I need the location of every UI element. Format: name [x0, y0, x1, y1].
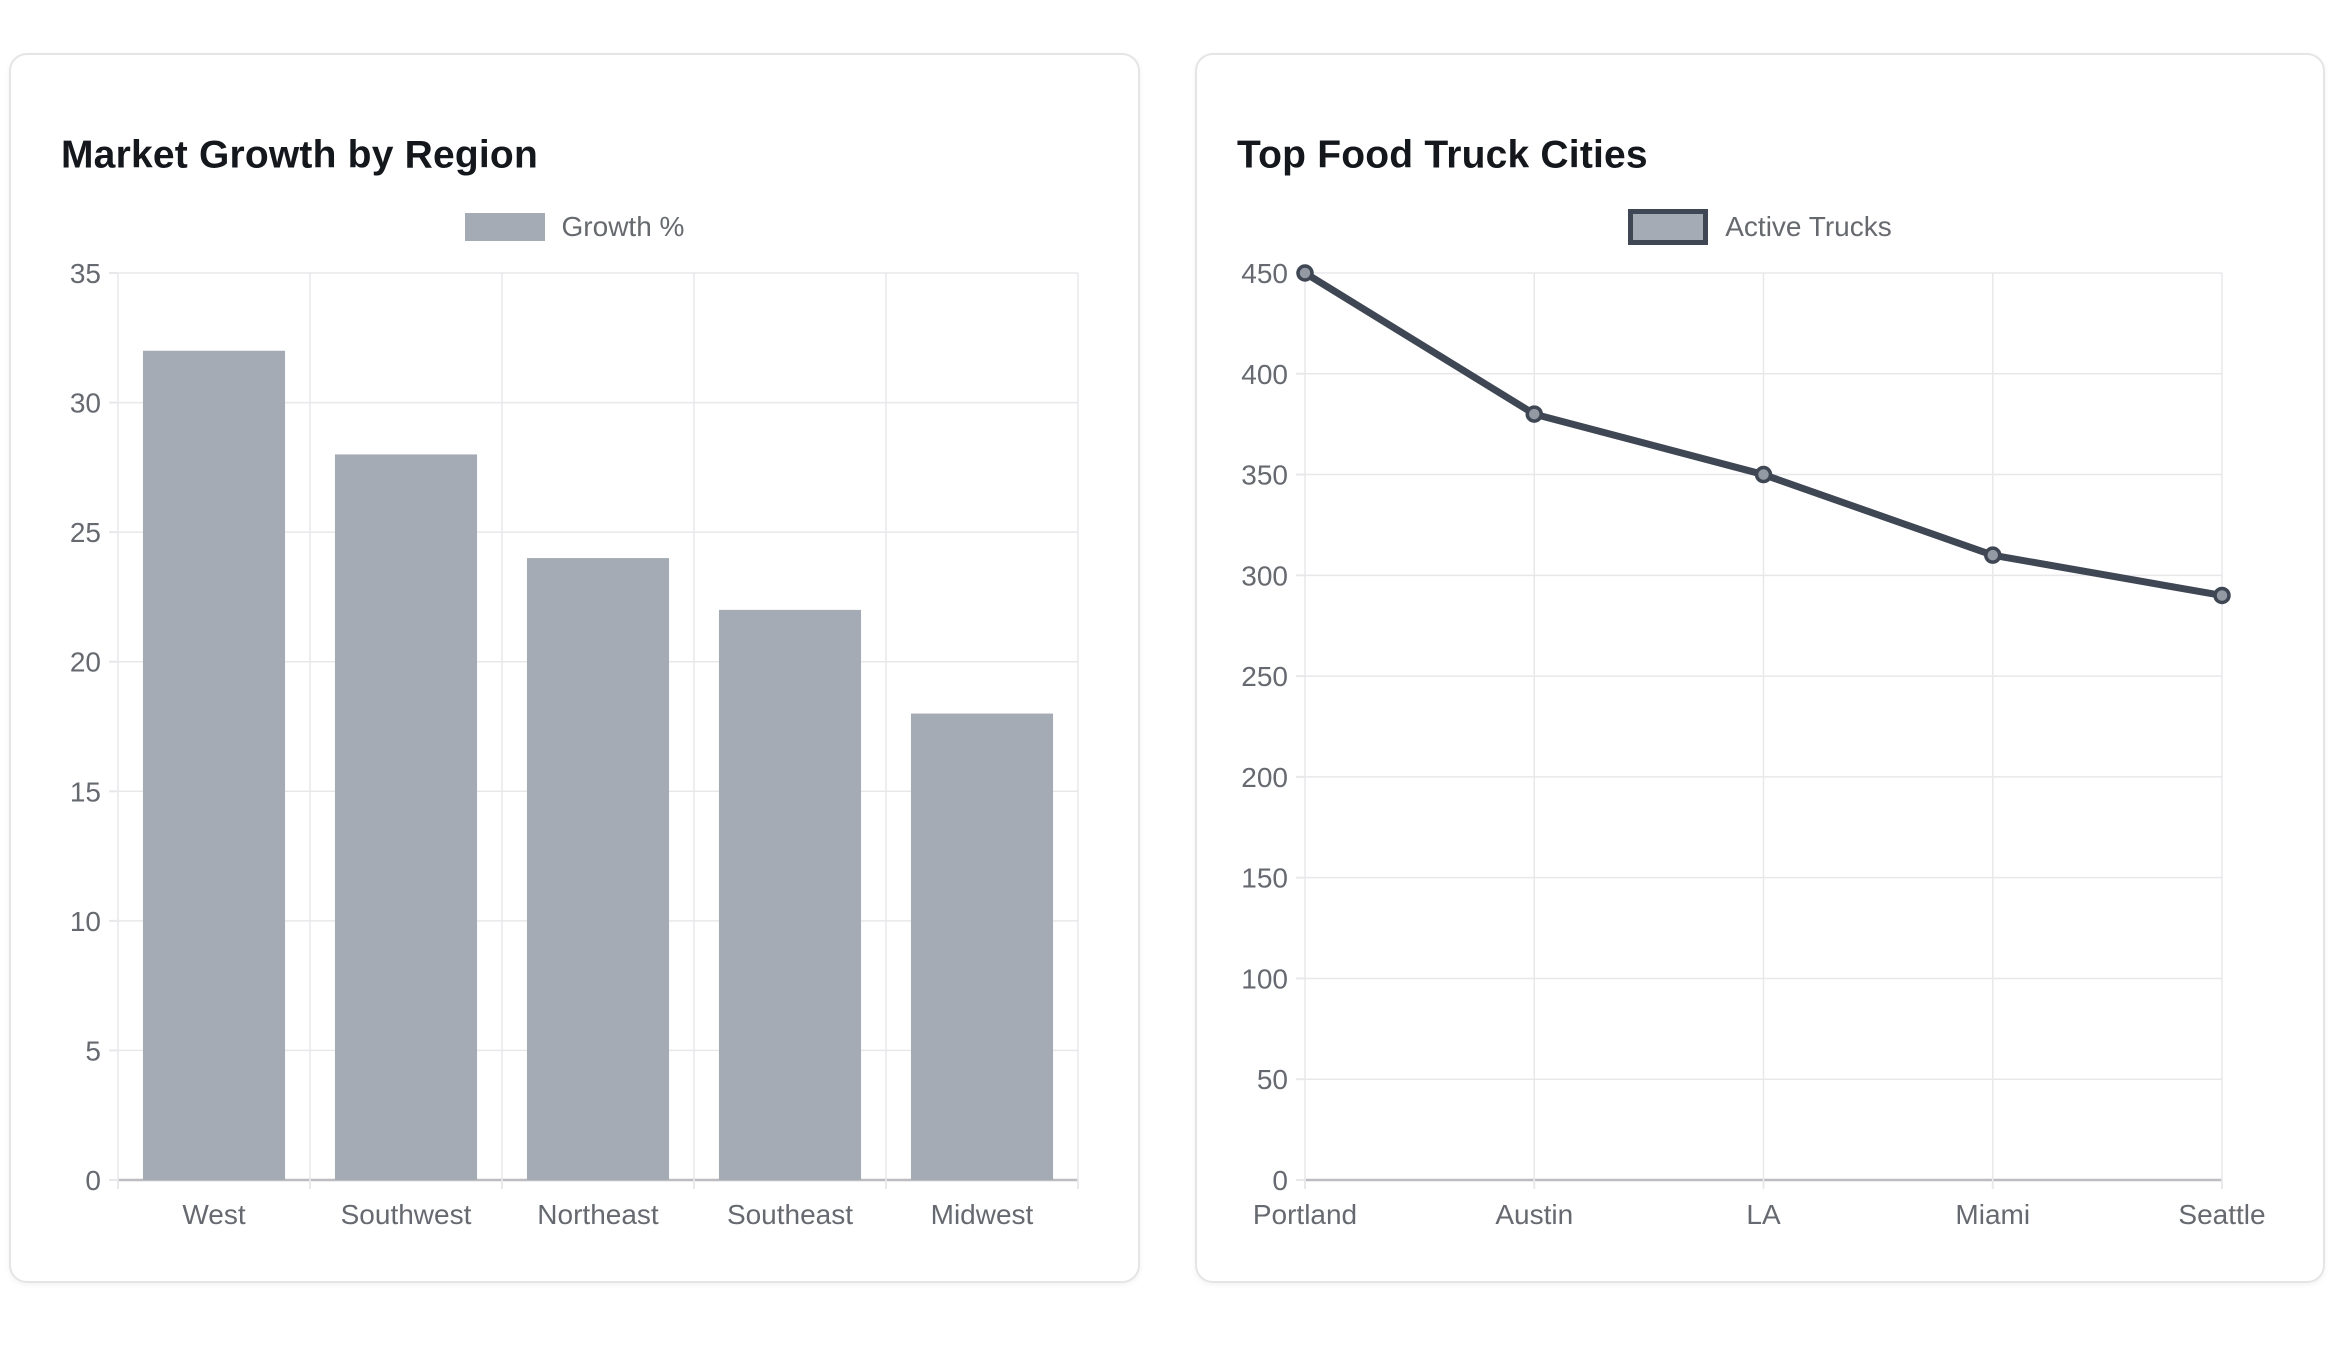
y-tick-label: 200 — [1241, 762, 1288, 793]
y-tick-label: 150 — [1241, 863, 1288, 894]
page-title: Market Growth by Region — [61, 133, 538, 177]
point-austin[interactable] — [1525, 405, 1543, 423]
x-tick-label: West — [182, 1199, 245, 1230]
x-tick-label: Midwest — [931, 1199, 1034, 1230]
x-tick-label: Miami — [1955, 1199, 2030, 1230]
y-tick-label: 0 — [1272, 1165, 1288, 1196]
point-seattle[interactable] — [2213, 586, 2231, 605]
bar-west[interactable] — [142, 350, 286, 1180]
point-portland[interactable] — [1296, 264, 1314, 282]
y-tick-label: 400 — [1241, 359, 1288, 390]
y-tick-label: 15 — [70, 776, 101, 807]
x-tick-label: Southwest — [341, 1199, 472, 1230]
bar-midwest[interactable] — [910, 713, 1054, 1180]
bar-chart-canvas[interactable]: 0 5 10 15 20 25 30 35 West Southwest Northeast Sout… — [11, 55, 1142, 1285]
y-tick-label: 50 — [1257, 1064, 1288, 1095]
x-tick-label: Southeast — [727, 1199, 853, 1230]
bar-southeast[interactable] — [718, 609, 862, 1180]
legend-label: Growth % — [561, 211, 685, 242]
legend: Active Trucks — [1197, 205, 2323, 249]
bar-southwest[interactable] — [334, 454, 478, 1180]
y-tick-label: 100 — [1241, 963, 1288, 994]
line-chart-canvas[interactable]: 0 50 100 150 200 250 300 350 400 450 Portland Austi… — [1197, 55, 2327, 1285]
y-tick-label: 0 — [85, 1165, 101, 1196]
chart-title: Top Food Truck Cities — [1237, 133, 1648, 177]
y-tick-label: 25 — [70, 517, 101, 548]
point-la[interactable] — [1754, 465, 1773, 484]
x-tick-label: LA — [1746, 1199, 1781, 1230]
point-miami[interactable] — [1984, 546, 2002, 564]
y-tick-label: 10 — [70, 906, 101, 937]
y-tick-label: 450 — [1241, 258, 1288, 289]
y-tick-label: 35 — [70, 258, 101, 289]
x-tick-label: Seattle — [2178, 1199, 2265, 1230]
y-tick-label: 350 — [1241, 460, 1288, 491]
bar-northeast[interactable] — [526, 558, 670, 1180]
y-tick-label: 5 — [85, 1035, 101, 1066]
legend-label: Active Trucks — [1725, 211, 1892, 242]
legend-item-growth[interactable]: Growth % — [464, 211, 685, 243]
x-tick-label: Northeast — [537, 1199, 659, 1230]
y-tick-label: 30 — [70, 388, 101, 419]
legend-item-active-trucks[interactable]: Active Trucks — [1628, 209, 1892, 245]
legend: Growth % — [11, 205, 1138, 249]
y-tick-label: 300 — [1241, 560, 1288, 591]
y-tick-label: 250 — [1241, 661, 1288, 692]
food-truck-card: Top Food Truck Cities Active Trucks 0 50 1… — [1195, 53, 2325, 1283]
y-tick-label: 20 — [70, 647, 101, 678]
market-growth-card: Market Growth by Region Growth % 0 5 10 15 2… — [9, 53, 1140, 1283]
x-tick-label: Portland — [1253, 1199, 1357, 1230]
legend-swatch — [464, 213, 545, 241]
x-tick-label: Austin — [1495, 1199, 1573, 1230]
legend-swatch — [1628, 209, 1709, 245]
